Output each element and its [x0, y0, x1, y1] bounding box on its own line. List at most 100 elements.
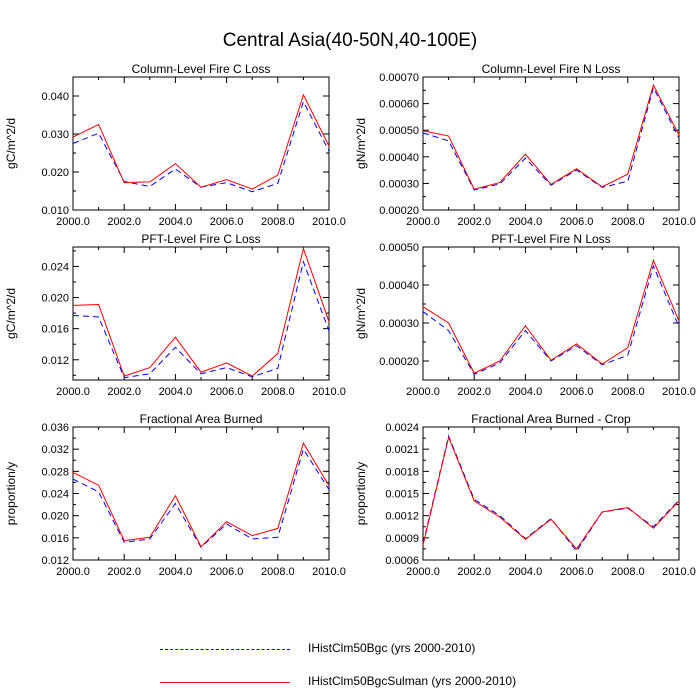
- x-tick-label: 2000.0: [56, 216, 90, 228]
- series-line-sulman: [72, 246, 330, 377]
- panel-2: Column-Level Fire N Loss gN/m^2/d 2000.0 20…: [354, 62, 696, 228]
- x-tick-label: 2002.0: [107, 566, 141, 578]
- x-tick-label: 2000.0: [406, 216, 440, 228]
- x-tick-label: 2000.0: [56, 566, 90, 578]
- x-tick-label: 2008.0: [261, 216, 295, 228]
- y-tick-label: 0.00050: [379, 242, 419, 254]
- y-axis-label: gC/m^2/d: [4, 118, 18, 169]
- x-tick-label: 2002.0: [457, 386, 491, 398]
- x-tick-label: 2004.0: [159, 566, 193, 578]
- y-tick-label: 0.036: [41, 422, 69, 434]
- x-tick-label: 2006.0: [560, 386, 594, 398]
- y-tick-label: 0.0009: [385, 533, 419, 545]
- y-tick-label: 0.00030: [379, 178, 419, 190]
- panel-title: Column-Level Fire N Loss: [482, 62, 621, 76]
- y-tick-label: 0.016: [41, 324, 69, 336]
- legend-label-bgc: IHistClm50Bgc (yrs 2000-2010): [308, 641, 476, 655]
- y-axis-label: proportion/y: [4, 462, 18, 525]
- legend-label-sulman: IHistClm50BgcSulman (yrs 2000-2010): [308, 674, 517, 688]
- x-tick-label: 2008.0: [611, 386, 645, 398]
- series-line-sulman: [72, 441, 330, 548]
- x-tick-label: 2006.0: [210, 566, 244, 578]
- y-tick-label: 0.040: [41, 91, 69, 103]
- y-tick-label: 0.00060: [379, 99, 419, 111]
- series-line-bgc: [72, 260, 330, 379]
- y-tick-label: 0.00020: [379, 205, 419, 217]
- series-line-bgc: [422, 434, 680, 552]
- panel-title: Column-Level Fire C Loss: [132, 62, 271, 76]
- x-tick-label: 2006.0: [210, 216, 244, 228]
- x-tick-label: 2006.0: [560, 216, 594, 228]
- y-tick-label: 0.012: [41, 555, 69, 567]
- x-tick-label: 2004.0: [509, 566, 543, 578]
- x-tick-label: 2008.0: [261, 566, 295, 578]
- x-tick-label: 2006.0: [210, 386, 244, 398]
- y-tick-label: 0.024: [41, 261, 69, 273]
- y-tick-label: 0.020: [41, 293, 69, 305]
- plot-frame: [422, 76, 680, 211]
- panel-6: Fractional Area Burned - Crop proportion/…: [354, 412, 696, 578]
- y-tick-label: 0.00020: [379, 356, 419, 368]
- y-axis-label: gN/m^2/d: [354, 288, 368, 339]
- x-tick-label: 2004.0: [509, 386, 543, 398]
- y-tick-label: 0.0021: [385, 444, 419, 456]
- y-tick-label: 0.00030: [379, 318, 419, 330]
- x-tick-label: 2004.0: [159, 386, 193, 398]
- plot-frame: [72, 246, 330, 381]
- y-tick-label: 0.010: [41, 205, 69, 217]
- panel-title: Fractional Area Burned - Crop: [471, 412, 631, 426]
- series-line-sulman: [422, 258, 680, 374]
- y-tick-label: 0.0018: [385, 466, 419, 478]
- series-line-bgc: [72, 100, 330, 193]
- y-axis-label: gC/m^2/d: [4, 288, 18, 339]
- legend-sample-sulman: [160, 682, 290, 683]
- x-tick-label: 2010.0: [662, 216, 696, 228]
- y-tick-label: 0.032: [41, 444, 69, 456]
- panel-title: PFT-Level Fire C Loss: [141, 232, 260, 246]
- x-tick-label: 2004.0: [159, 216, 193, 228]
- y-tick-label: 0.00050: [379, 125, 419, 137]
- x-tick-label: 2010.0: [312, 566, 346, 578]
- y-tick-label: 0.030: [41, 129, 69, 141]
- panel-title: Fractional Area Burned: [140, 412, 263, 426]
- series-line-bgc: [72, 447, 330, 549]
- x-tick-label: 2004.0: [509, 216, 543, 228]
- y-tick-label: 0.028: [41, 466, 69, 478]
- x-tick-label: 2002.0: [457, 566, 491, 578]
- x-tick-label: 2002.0: [107, 386, 141, 398]
- plot-frame: [422, 426, 680, 561]
- y-tick-label: 0.00040: [379, 280, 419, 292]
- series-line-bgc: [422, 86, 680, 191]
- y-tick-label: 0.020: [41, 511, 69, 523]
- panel-3: PFT-Level Fire C Loss gC/m^2/d 2000.0 2002.…: [4, 232, 346, 398]
- x-tick-label: 2002.0: [457, 216, 491, 228]
- figure-title: Central Asia(40-50N,40-100E): [222, 30, 478, 51]
- y-tick-label: 0.00040: [379, 152, 419, 164]
- panel-4: PFT-Level Fire N Loss gN/m^2/d 2000.0 2002.…: [354, 232, 696, 398]
- panel-title: PFT-Level Fire N Loss: [491, 232, 610, 246]
- x-tick-label: 2008.0: [611, 566, 645, 578]
- y-tick-label: 0.020: [41, 167, 69, 179]
- x-tick-label: 2010.0: [662, 386, 696, 398]
- series-line-bgc: [422, 264, 680, 375]
- x-tick-label: 2000.0: [406, 386, 440, 398]
- x-tick-label: 2010.0: [662, 566, 696, 578]
- y-tick-label: 0.016: [41, 533, 69, 545]
- y-tick-label: 0.0015: [385, 489, 419, 501]
- panel-5: Fractional Area Burned proportion/y 2000.0…: [4, 412, 346, 578]
- y-tick-label: 0.00070: [379, 72, 419, 84]
- series-line-sulman: [422, 435, 680, 550]
- x-tick-label: 2000.0: [56, 386, 90, 398]
- x-tick-label: 2010.0: [312, 386, 346, 398]
- y-tick-label: 0.012: [41, 355, 69, 367]
- x-tick-label: 2002.0: [107, 216, 141, 228]
- y-tick-label: 0.0012: [385, 511, 419, 523]
- x-tick-label: 2010.0: [312, 216, 346, 228]
- y-tick-label: 0.0024: [385, 422, 419, 434]
- series-line-sulman: [422, 83, 680, 190]
- x-tick-label: 2006.0: [560, 566, 594, 578]
- y-axis-label: gN/m^2/d: [354, 118, 368, 169]
- series-line-sulman: [72, 93, 330, 190]
